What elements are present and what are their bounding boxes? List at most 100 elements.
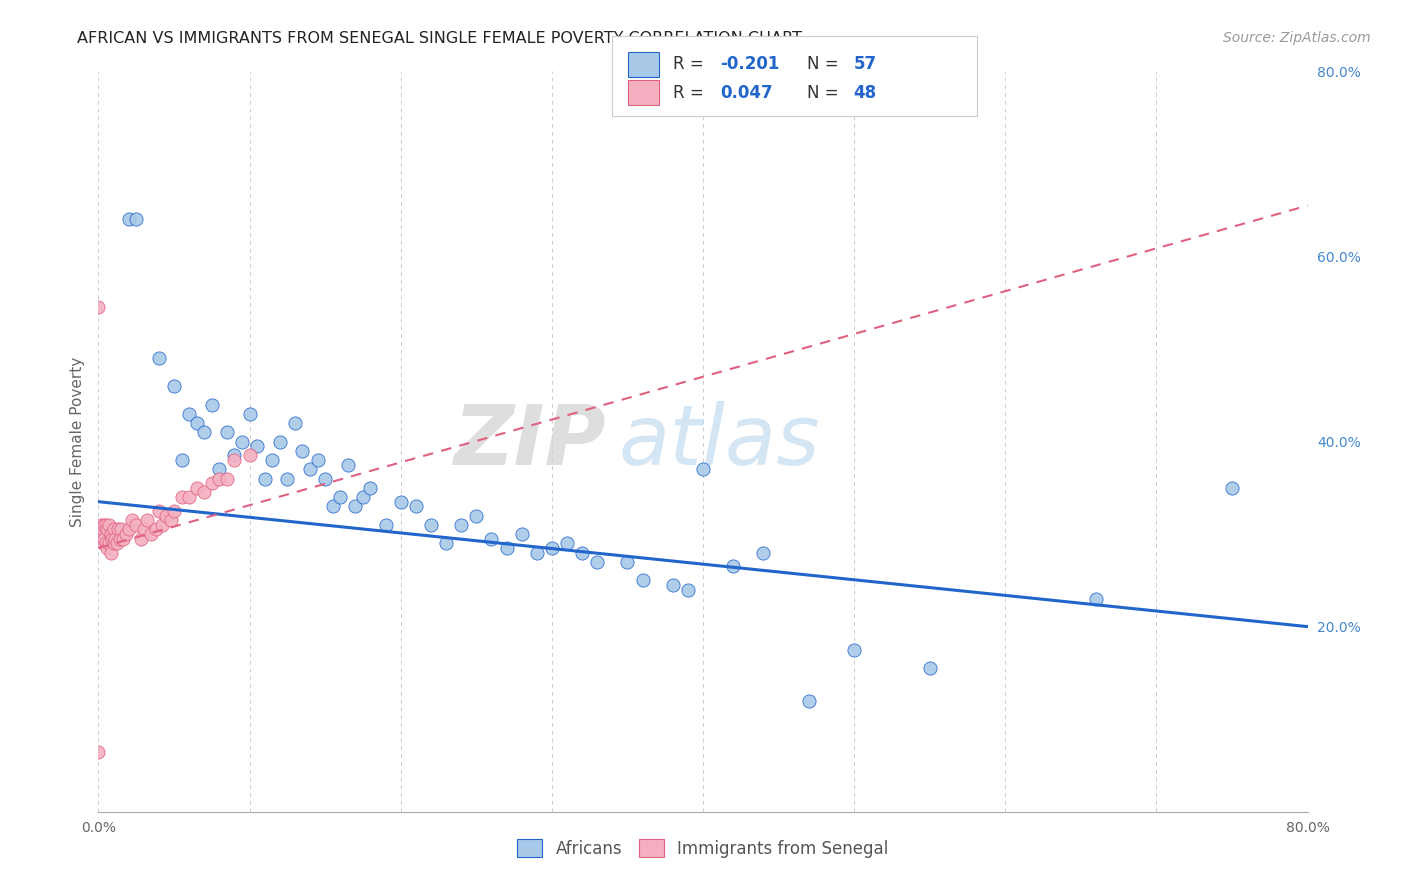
- Point: [150, 517, 173, 532]
- Text: Source: ZipAtlas.com: Source: ZipAtlas.com: [1223, 31, 1371, 45]
- Point: [145, 523, 167, 537]
- Point: [101, 532, 124, 546]
- Text: 57: 57: [853, 55, 876, 73]
- Point: [481, 532, 503, 546]
- Point: [91, 523, 114, 537]
- Point: [98, 536, 121, 550]
- Point: [125, 517, 148, 532]
- Point: [186, 416, 208, 430]
- Point: [160, 513, 183, 527]
- Point: [526, 545, 548, 560]
- Point: [170, 490, 193, 504]
- Point: [94, 536, 117, 550]
- Point: [163, 504, 186, 518]
- Point: [434, 536, 457, 550]
- Point: [103, 523, 125, 537]
- Point: [105, 536, 128, 550]
- Point: [98, 517, 121, 532]
- Point: [420, 517, 443, 532]
- Point: [510, 527, 533, 541]
- Point: [94, 517, 117, 532]
- Point: [100, 545, 122, 560]
- Text: -0.201: -0.201: [720, 55, 779, 73]
- Point: [360, 481, 382, 495]
- Point: [322, 500, 344, 514]
- Point: [405, 500, 427, 514]
- Point: [179, 407, 201, 421]
- Point: [208, 472, 231, 486]
- Point: [918, 661, 941, 675]
- Point: [752, 545, 775, 560]
- Point: [215, 425, 238, 440]
- Point: [107, 523, 129, 537]
- Point: [661, 578, 683, 592]
- Point: [276, 472, 298, 486]
- Point: [110, 523, 132, 537]
- Point: [571, 545, 593, 560]
- Point: [163, 379, 186, 393]
- Point: [586, 555, 609, 569]
- Point: [495, 541, 517, 555]
- Point: [90, 532, 112, 546]
- Point: [555, 536, 578, 550]
- Text: ZIP: ZIP: [454, 401, 606, 482]
- Point: [93, 517, 115, 532]
- Point: [125, 212, 148, 227]
- Point: [307, 453, 329, 467]
- Point: [141, 527, 163, 541]
- Point: [616, 555, 638, 569]
- Point: [284, 416, 307, 430]
- Point: [253, 472, 276, 486]
- Point: [155, 508, 177, 523]
- Point: [329, 490, 352, 504]
- Point: [374, 517, 396, 532]
- Point: [692, 462, 714, 476]
- Point: [269, 434, 291, 449]
- Text: R =: R =: [673, 84, 710, 102]
- Legend: Africans, Immigrants from Senegal: Africans, Immigrants from Senegal: [509, 831, 897, 866]
- Point: [135, 513, 157, 527]
- Text: atlas: atlas: [619, 401, 820, 482]
- Point: [389, 494, 412, 508]
- Text: 48: 48: [853, 84, 876, 102]
- Point: [224, 449, 246, 463]
- Point: [299, 462, 322, 476]
- Point: [291, 443, 314, 458]
- Point: [239, 449, 262, 463]
- Point: [239, 407, 262, 421]
- Point: [465, 508, 488, 523]
- Point: [352, 490, 374, 504]
- Point: [336, 458, 359, 472]
- Point: [118, 212, 141, 227]
- Point: [90, 517, 112, 532]
- Text: N =: N =: [807, 55, 844, 73]
- Point: [193, 485, 215, 500]
- Point: [96, 523, 118, 537]
- Point: [148, 351, 170, 366]
- Text: 0.047: 0.047: [720, 84, 772, 102]
- Point: [224, 453, 246, 467]
- Point: [87, 301, 110, 315]
- Point: [111, 532, 134, 546]
- Point: [231, 434, 253, 449]
- Y-axis label: Single Female Poverty: Single Female Poverty: [69, 357, 84, 526]
- Point: [148, 504, 170, 518]
- Point: [100, 527, 122, 541]
- Point: [246, 439, 269, 453]
- Point: [723, 559, 745, 574]
- Point: [132, 523, 155, 537]
- Point: [1085, 591, 1108, 606]
- Text: N =: N =: [807, 84, 844, 102]
- Point: [797, 694, 820, 708]
- Point: [118, 523, 141, 537]
- Point: [93, 532, 115, 546]
- Point: [91, 536, 114, 550]
- Point: [103, 536, 125, 550]
- Point: [262, 453, 284, 467]
- Point: [96, 541, 118, 555]
- Point: [676, 582, 699, 597]
- Point: [344, 500, 367, 514]
- Point: [121, 513, 143, 527]
- Point: [1220, 481, 1243, 495]
- Point: [208, 462, 231, 476]
